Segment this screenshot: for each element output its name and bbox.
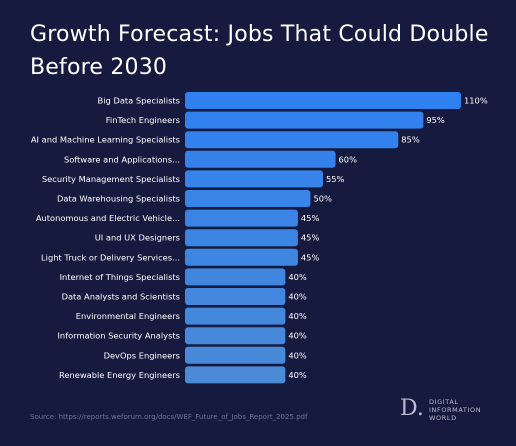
data-label: 55%	[326, 174, 345, 184]
category-label: Software and Applications...	[64, 154, 180, 164]
logo-line3: WORLD	[429, 414, 457, 422]
bar	[185, 229, 298, 247]
category-label: Autonomous and Electric Vehicle...	[36, 213, 180, 223]
chart-title-line1: Growth Forecast: Jobs That Could Double	[30, 22, 489, 47]
chart-title-line2: Before 2030	[30, 55, 168, 80]
data-label: 40%	[288, 292, 307, 302]
bar	[185, 111, 424, 129]
category-label: Big Data Specialists	[98, 96, 180, 106]
data-label: 50%	[313, 194, 332, 204]
data-label: 40%	[288, 370, 307, 380]
data-label: 110%	[464, 96, 488, 106]
source-note: Source: https://reports.weforum.org/docs…	[30, 413, 308, 421]
bar	[185, 190, 311, 207]
bar	[185, 288, 286, 305]
bar	[185, 248, 298, 266]
category-label: Internet of Things Specialists	[60, 272, 180, 282]
category-label: Renewable Energy Engineers	[59, 370, 180, 380]
logo-line2: INFORMATION	[429, 406, 482, 414]
chart-title: Growth Forecast: Jobs That Could Double …	[30, 18, 490, 84]
bar	[185, 92, 461, 109]
data-label: 40%	[288, 311, 307, 321]
data-label: 45%	[301, 233, 320, 243]
bar	[185, 366, 286, 384]
data-label: 60%	[339, 154, 358, 164]
logo-line1: DIGITAL	[429, 398, 459, 406]
category-label: AI and Machine Learning Specialists	[31, 135, 180, 145]
data-label: 45%	[301, 252, 320, 262]
logo-text: DIGITAL INFORMATION WORLD	[429, 398, 481, 422]
bar	[185, 346, 286, 364]
bar	[185, 150, 336, 168]
category-label: Data Analysts and Scientists	[62, 292, 180, 302]
category-label: Light Truck or Delivery Services...	[41, 252, 180, 262]
data-label: 40%	[288, 272, 307, 282]
brand-logo: D. DIGITAL INFORMATION WORLD	[400, 396, 500, 426]
data-label: 40%	[288, 331, 307, 341]
category-label: FinTech Engineers	[106, 115, 180, 125]
bar	[185, 209, 298, 227]
category-label: UI and UX Designers	[95, 233, 180, 243]
category-label: DevOps Engineers	[104, 350, 180, 360]
bar	[185, 327, 286, 345]
data-label: 45%	[301, 213, 320, 223]
bar	[185, 131, 399, 149]
bar	[185, 170, 323, 188]
category-label: Environmental Engineers	[76, 311, 180, 321]
category-label: Information Security Analysts	[57, 331, 180, 341]
logo-mark: D.	[400, 396, 424, 421]
category-label: Data Warehousing Specialists	[57, 194, 180, 204]
data-label: 40%	[288, 350, 307, 360]
bar	[185, 307, 286, 325]
data-label: 85%	[401, 135, 420, 145]
bar	[185, 268, 286, 286]
data-label: 95%	[426, 115, 445, 125]
category-label: Security Management Specialists	[42, 174, 180, 184]
